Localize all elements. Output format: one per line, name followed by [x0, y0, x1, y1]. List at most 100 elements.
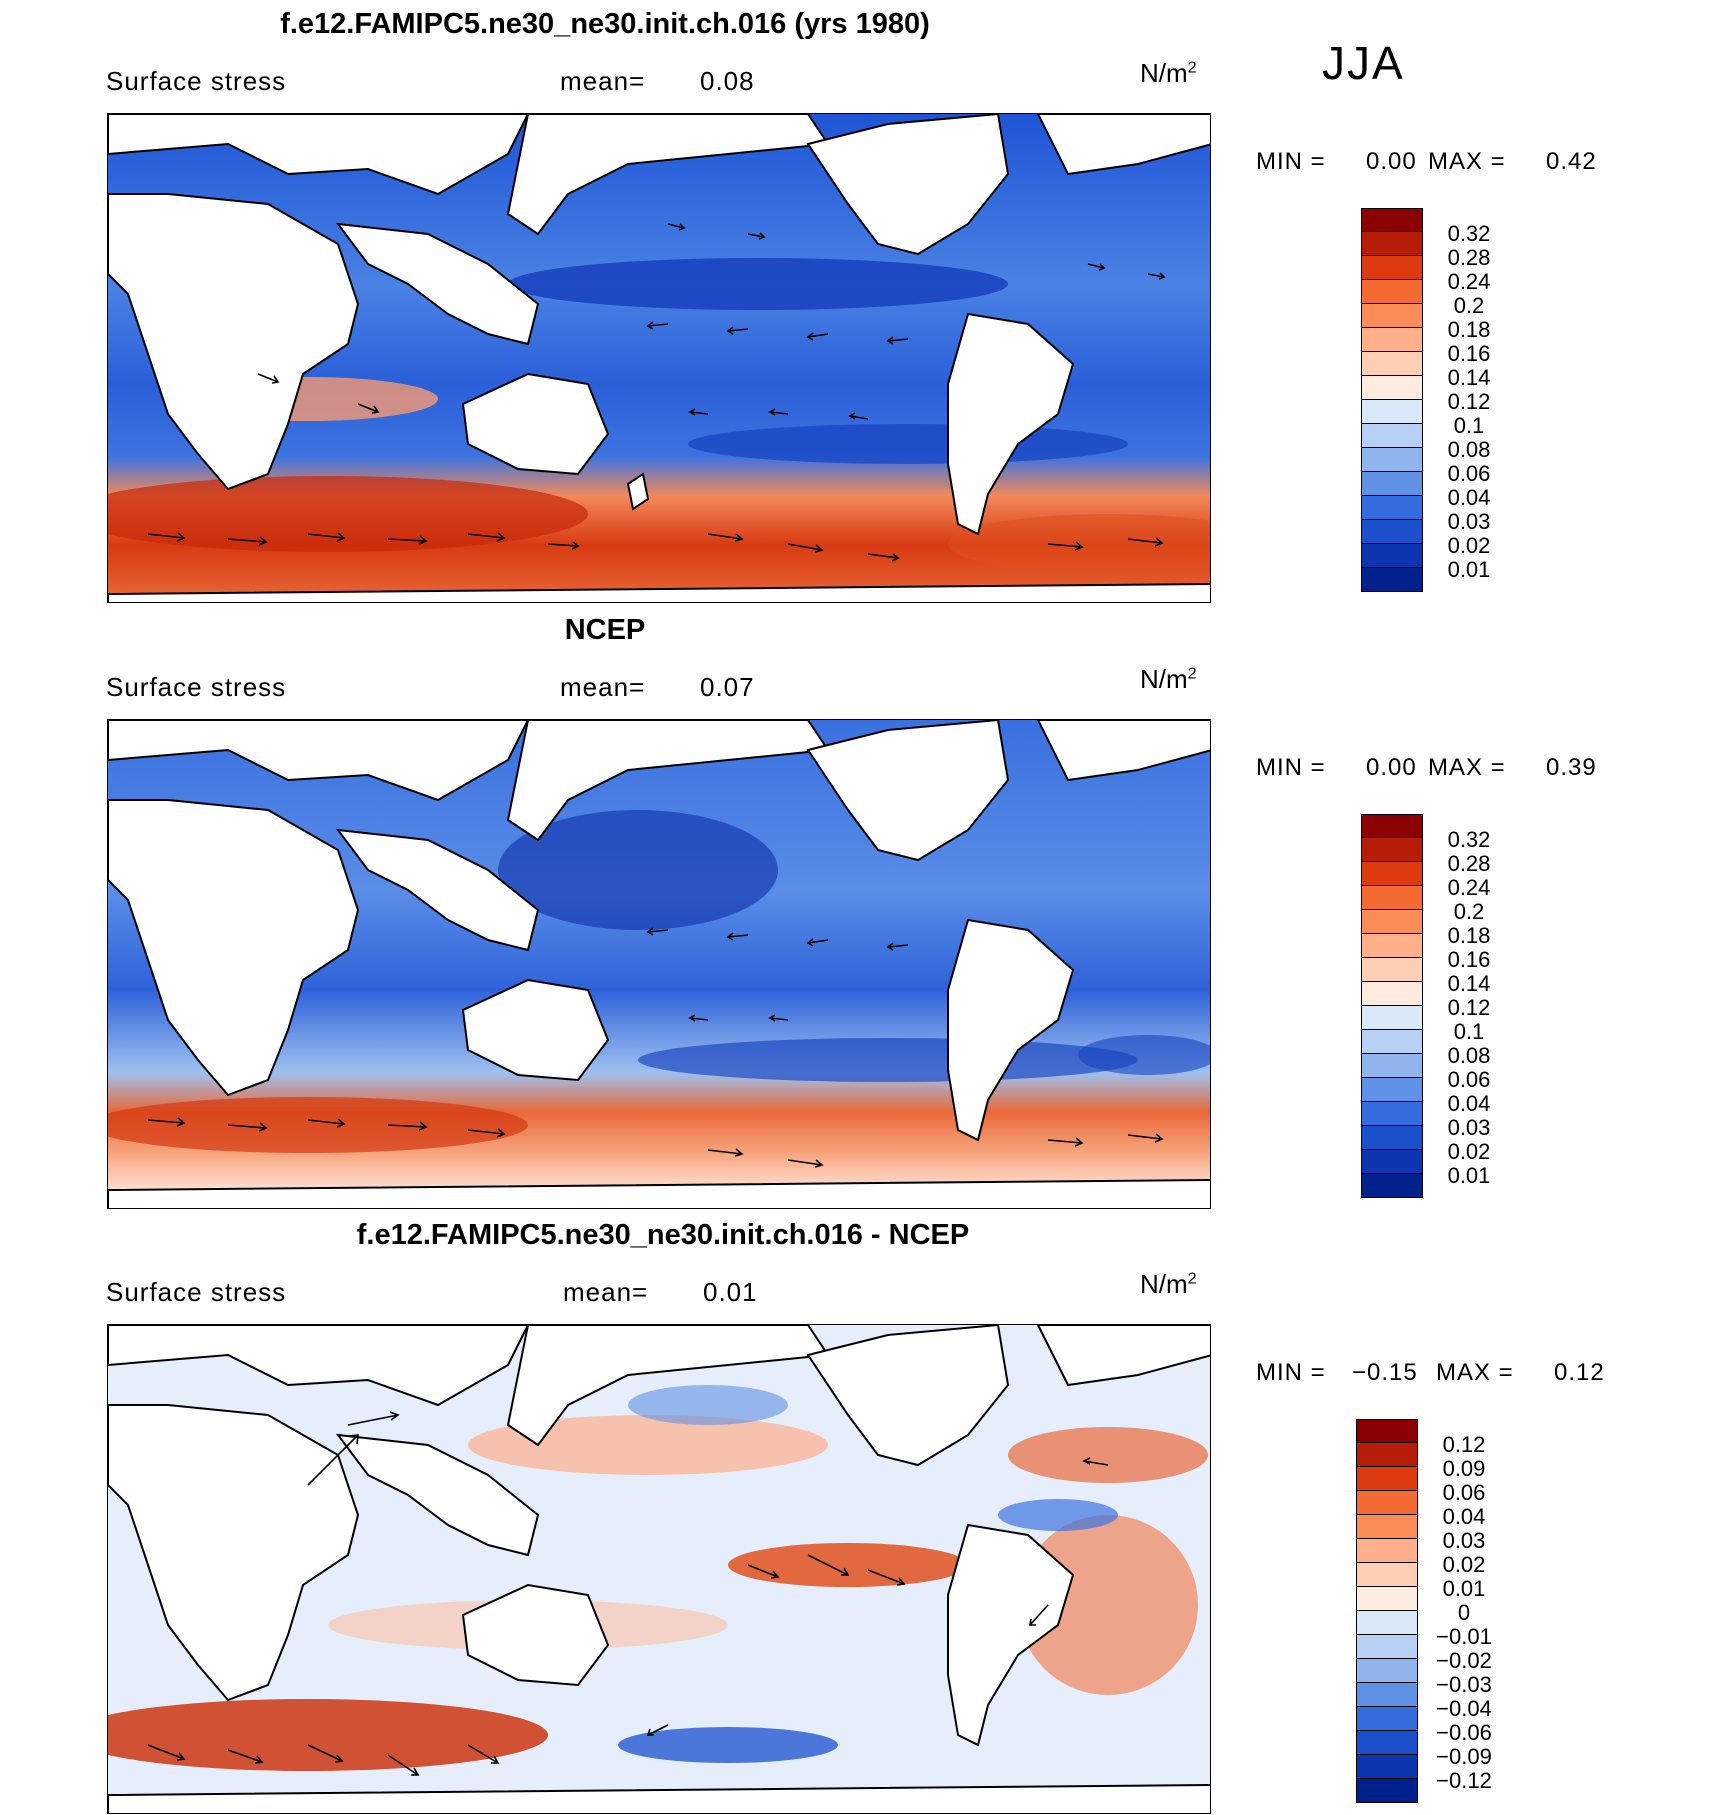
continent-asia-south [335, 222, 540, 346]
units-label: N/m2 [1140, 58, 1197, 88]
colorbar-label: −0.03 [1436, 1672, 1492, 1697]
colorbar-frame [1361, 208, 1423, 592]
colorbar-swatch [1361, 208, 1423, 232]
colorbar-label: 0.2 [1453, 899, 1485, 924]
units-label: N/m2 [1140, 1269, 1197, 1299]
colorbar-swatch [1361, 1030, 1423, 1054]
colorbar-label: 0.04 [1447, 485, 1491, 510]
field-band [1018, 1515, 1198, 1695]
colorbar-swatch [1361, 886, 1423, 910]
vector-group [257, 223, 1166, 414]
continent-australia [461, 372, 610, 476]
vector-group [147, 532, 580, 550]
continent-greenland [1036, 114, 1210, 176]
max-value: 0.39 [1546, 754, 1597, 781]
colorbar-label: 0.18 [1447, 923, 1491, 948]
variable-label: Surface stress [106, 1277, 287, 1307]
colorbar-label: 0.24 [1447, 875, 1491, 900]
wind-vectors [147, 1411, 1109, 1776]
colorbar-label: 0.03 [1447, 1115, 1491, 1140]
colorbar-label: 0.24 [1447, 269, 1491, 294]
field-band [108, 1699, 548, 1771]
continent-north-america [806, 1325, 1010, 1467]
continent-eurasia-west [108, 1325, 530, 1407]
colorbar-label: 0.1 [1453, 1019, 1485, 1044]
colorbar-swatch [1361, 1174, 1423, 1198]
mean-value: 0.01 [703, 1277, 758, 1307]
colorbar-label: 0.16 [1447, 947, 1491, 972]
map-canvas [108, 114, 1210, 602]
continent-asia-north [506, 114, 830, 236]
colorbar-swatch [1361, 862, 1423, 886]
colorbar-label: 0.02 [1442, 1552, 1486, 1577]
colorbar-swatch [1361, 304, 1423, 328]
continents [108, 720, 1210, 1208]
vector-group [307, 1411, 1109, 1736]
field-band [498, 810, 778, 930]
colorbar-swatch [1356, 1731, 1418, 1755]
colorbar-swatch [1361, 934, 1423, 958]
continent-asia-north [506, 1325, 830, 1447]
field-band [728, 1543, 968, 1587]
continent-eurasia-west [108, 720, 530, 802]
max-label: MAX = [1428, 148, 1506, 175]
colorbar-label: 0.03 [1442, 1528, 1486, 1553]
variable-label: Surface stress [106, 672, 287, 702]
colorbar-swatch [1361, 352, 1423, 376]
colorbar-swatch [1356, 1683, 1418, 1707]
colorbar-swatch [1361, 910, 1423, 934]
mean-value: 0.07 [700, 672, 755, 702]
colorbar-label: 0 [1457, 1600, 1471, 1625]
min-label: MIN = [1256, 1359, 1326, 1386]
colorbar-swatch [1356, 1755, 1418, 1779]
colorbar-swatch [1361, 400, 1423, 424]
colorbar-swatch [1361, 232, 1423, 256]
field-band [618, 1727, 838, 1763]
colorbar-swatch [1361, 1006, 1423, 1030]
colorbar-label: −0.01 [1436, 1624, 1492, 1649]
stress-map [107, 719, 1211, 1209]
colorbar-swatch [1361, 838, 1423, 862]
colorbar-label: 0.01 [1447, 1163, 1491, 1188]
colorbar-label: 0.06 [1447, 1067, 1491, 1092]
colorbar-label: 0.12 [1442, 1432, 1486, 1457]
colorbar-swatch [1361, 1126, 1423, 1150]
continent-eurasia-west [108, 114, 530, 196]
min-label: MIN = [1256, 754, 1326, 781]
continent-south-america [947, 1523, 1075, 1747]
colorbar-label: −0.09 [1436, 1744, 1492, 1769]
continent-north-america [806, 114, 1010, 256]
colorbar-swatch [1356, 1587, 1418, 1611]
colorbar-swatch [1356, 1443, 1418, 1467]
colorbar-swatch [1356, 1779, 1418, 1803]
colorbar-label: 0.14 [1447, 971, 1491, 996]
field-band [1078, 1035, 1210, 1075]
map-canvas [108, 720, 1210, 1208]
continent-australia [461, 978, 610, 1082]
colorbar-label: 0.28 [1447, 851, 1491, 876]
colorbar-label: −0.12 [1436, 1768, 1492, 1793]
colorbar-swatch [1361, 958, 1423, 982]
continent-greenland [1036, 1325, 1210, 1387]
colorbar-label: −0.04 [1436, 1696, 1492, 1721]
min-value: 0.00 [1366, 148, 1417, 175]
colorbar-label: 0.14 [1447, 365, 1491, 390]
field-band [108, 1097, 528, 1153]
min-value: 0.00 [1366, 754, 1417, 781]
field-band [1008, 1427, 1208, 1483]
field-band [508, 258, 1008, 310]
colorbar-label: 0.16 [1447, 341, 1491, 366]
field-band [468, 1415, 828, 1475]
field-band [628, 1385, 788, 1425]
continent-asia-south [335, 1433, 540, 1557]
vector-group [747, 1554, 906, 1586]
mean-label: mean= [560, 66, 646, 96]
continent-asia-south [335, 828, 540, 952]
colorbar-swatch [1361, 328, 1423, 352]
colorbar-label: 0.01 [1442, 1576, 1486, 1601]
continent-antarctica [108, 583, 1210, 602]
stress-map [107, 1324, 1211, 1814]
colorbar-label: 0.18 [1447, 317, 1491, 342]
continent-antarctica [108, 1784, 1210, 1813]
colorbar-label: 0.28 [1447, 245, 1491, 270]
